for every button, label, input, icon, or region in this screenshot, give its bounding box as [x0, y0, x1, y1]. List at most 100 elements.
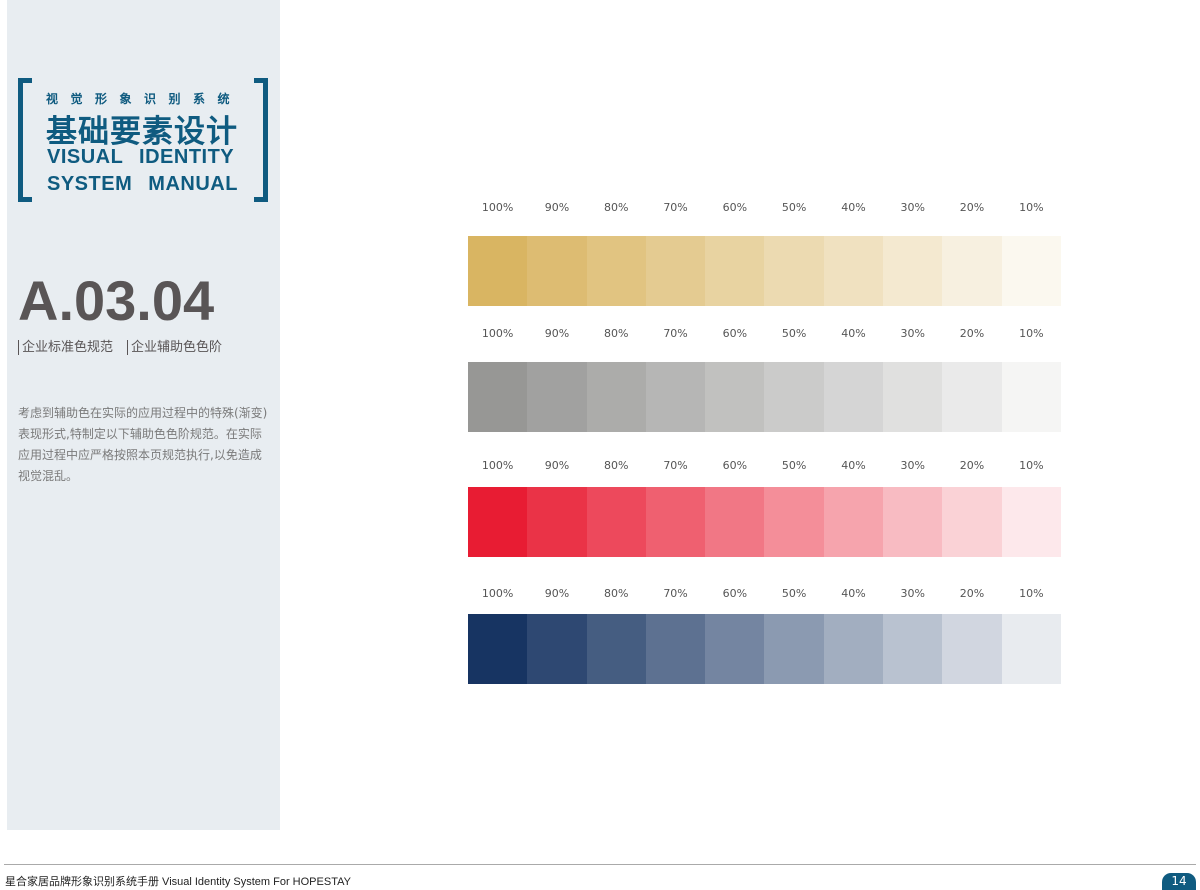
tint-labels: 100% 90% 80% 70% 60% 50% 40% 30% 20% 10% — [468, 459, 1061, 472]
tint-labels: 100% 90% 80% 70% 60% 50% 40% 30% 20% 10% — [468, 201, 1061, 214]
color-swatch — [645, 236, 706, 306]
tint-label: 30% — [900, 459, 925, 472]
tint-label: 70% — [663, 327, 688, 340]
section-title: 基础要素设计 — [46, 114, 238, 150]
color-swatch — [823, 362, 884, 432]
color-swatch — [645, 614, 706, 684]
tint-label: 80% — [604, 459, 629, 472]
tint-label: 60% — [722, 201, 748, 214]
color-swatch — [1001, 236, 1061, 306]
color-swatch — [705, 236, 765, 306]
footer-divider — [4, 864, 1196, 865]
color-swatch — [764, 236, 824, 306]
tint-label: 20% — [959, 201, 985, 214]
tint-label: 60% — [722, 587, 748, 600]
tint-label: 40% — [841, 201, 866, 214]
tag-standard-color: 企业标准色规范 — [18, 340, 113, 355]
color-swatch — [883, 614, 943, 684]
tint-label: 40% — [841, 587, 866, 600]
color-swatch — [527, 487, 587, 557]
color-swatch — [586, 487, 646, 557]
tint-label: 60% — [722, 459, 748, 472]
color-swatch — [883, 236, 943, 306]
tint-label: 80% — [604, 327, 629, 340]
color-ramp — [468, 236, 1061, 306]
tint-label: 20% — [959, 587, 985, 600]
sidebar-panel — [7, 0, 280, 830]
tint-label: 90% — [544, 201, 570, 214]
color-swatch — [823, 614, 884, 684]
color-swatch — [645, 362, 706, 432]
page-code: A.03.04 — [18, 269, 215, 332]
color-swatch — [764, 362, 824, 432]
tint-label: 90% — [544, 587, 570, 600]
tint-label: 10% — [1019, 327, 1044, 340]
title-en-line2: SYSTEM MANUAL — [47, 173, 238, 195]
tint-label: 60% — [722, 327, 748, 340]
color-swatch — [883, 362, 943, 432]
color-swatch — [883, 487, 943, 557]
tint-label: 50% — [781, 327, 807, 340]
title-en-line1: VISUAL IDENTITY — [47, 146, 235, 168]
tint-label: 20% — [959, 327, 985, 340]
tint-label: 100% — [481, 201, 514, 214]
tint-label: 70% — [663, 459, 688, 472]
color-swatch — [705, 614, 765, 684]
tint-label: 10% — [1019, 587, 1044, 600]
tint-label: 90% — [544, 459, 570, 472]
color-swatch — [823, 487, 884, 557]
tint-labels: 100% 90% 80% 70% 60% 50% 40% 30% 20% 10% — [468, 587, 1061, 600]
footer-text: 星合家居品牌形象识别系统手册 Visual Identity System Fo… — [5, 876, 351, 888]
color-swatch — [942, 614, 1002, 684]
color-swatch — [942, 487, 1002, 557]
tint-label: 100% — [481, 587, 514, 600]
tint-label: 50% — [781, 587, 807, 600]
tint-label: 10% — [1019, 459, 1044, 472]
color-swatch — [942, 362, 1002, 432]
color-swatch — [764, 614, 824, 684]
page-number: 14 — [1162, 873, 1196, 890]
tint-label: 100% — [481, 327, 514, 340]
color-ramp — [468, 362, 1061, 432]
tag-auxiliary-color: 企业辅助色色阶 — [127, 340, 222, 355]
tint-label: 10% — [1019, 201, 1044, 214]
color-swatch — [705, 487, 765, 557]
color-swatch — [586, 362, 646, 432]
tint-label: 90% — [544, 327, 570, 340]
tint-label: 30% — [900, 201, 925, 214]
tint-label: 40% — [841, 327, 866, 340]
color-swatch — [468, 487, 528, 557]
color-swatch — [527, 614, 587, 684]
tint-label: 80% — [604, 587, 629, 600]
color-swatch — [586, 236, 646, 306]
color-swatch — [586, 614, 646, 684]
color-ramp — [468, 614, 1061, 684]
tint-label: 30% — [900, 327, 925, 340]
color-swatch — [705, 362, 765, 432]
color-swatch — [645, 487, 706, 557]
left-bracket — [18, 78, 32, 202]
color-swatch — [764, 487, 824, 557]
tint-label: 100% — [481, 459, 514, 472]
color-swatch — [823, 236, 884, 306]
tint-label: 70% — [663, 201, 688, 214]
color-ramp — [468, 487, 1061, 557]
color-swatch — [468, 362, 528, 432]
description: 考虑到辅助色在实际的应用过程中的特殊(渐变)表现形式,特制定以下辅助色色阶规范。… — [18, 406, 268, 483]
tint-labels: 100% 90% 80% 70% 60% 50% 40% 30% 20% 10% — [468, 327, 1061, 340]
color-swatch — [1001, 362, 1061, 432]
color-swatch — [527, 236, 587, 306]
tint-label: 20% — [959, 459, 985, 472]
color-swatch — [468, 236, 528, 306]
tint-label: 30% — [900, 587, 925, 600]
right-bracket — [254, 78, 268, 202]
tint-label: 50% — [781, 459, 807, 472]
tint-label: 70% — [663, 587, 688, 600]
color-swatch — [1001, 487, 1061, 557]
color-swatch — [942, 236, 1002, 306]
color-swatch — [1001, 614, 1061, 684]
color-swatch — [468, 614, 528, 684]
tint-label: 50% — [781, 201, 807, 214]
tint-label: 80% — [604, 201, 629, 214]
tint-label: 40% — [841, 459, 866, 472]
